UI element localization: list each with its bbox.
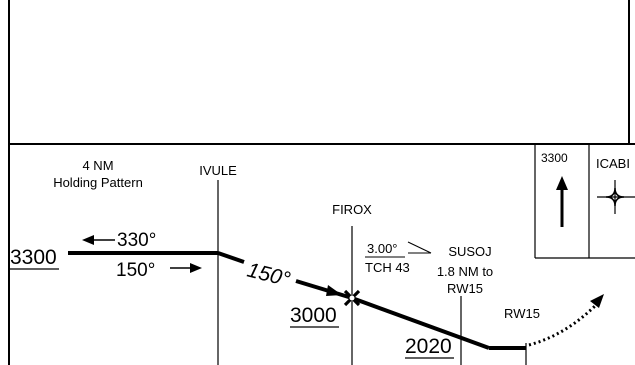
glidepath-angle: 3.00° [367,241,398,256]
holding-distance: 4 NM [82,158,113,173]
profile-frame [8,143,635,365]
runway-label: RW15 [504,306,540,321]
holding-outbound-course: 330° [117,230,156,251]
glidepath-tch: TCH 43 [365,260,410,275]
initial-altitude-group: 3300 [10,246,59,270]
missed-approach-box: 3300 ICABI [534,144,635,259]
plan-view-frame [8,0,630,144]
susoj-distance: 1.8 NM to [437,264,493,279]
icabi-waypoint-icon [597,180,635,214]
missed-approach-altitude: 3300 [541,151,568,165]
holding-inbound: 150° [116,260,202,281]
holding-outbound: 330° [82,230,156,251]
glidepath-info: 3.00° TCH 43 [365,241,432,275]
firox-altitude: 3000 [290,304,337,327]
holding-inbound-course: 150° [116,260,155,281]
icabi-fix-label: ICABI [596,156,630,171]
susoj-distance-runway: RW15 [447,281,483,296]
susoj-altitude: 2020 [405,335,452,358]
ivule-fix-label: IVULE [199,163,237,178]
climb-arrow-icon [556,176,568,227]
susoj-fix-label: SUSOJ [448,244,491,259]
final-course: 150° [245,259,293,292]
firox-fix-icon [343,289,361,307]
firox-altitude-group: 3000 [290,304,339,328]
descent-profile [68,251,526,350]
firox-fix-label: FIROX [332,202,372,217]
descent-arrow-icon [299,281,342,296]
holding-pattern-label: Holding Pattern [53,175,143,190]
missed-approach-path [528,294,604,347]
initial-altitude: 3300 [10,246,57,269]
susoj-altitude-group: 2020 [405,335,454,359]
